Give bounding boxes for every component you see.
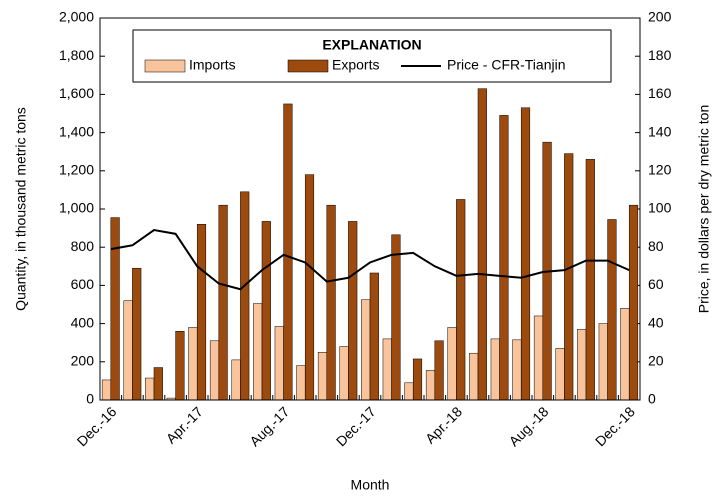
y2-tick-label: 140 [648, 123, 672, 139]
bar [240, 191, 250, 401]
bar [339, 346, 349, 401]
x-tick-label: Aug.-18 [506, 403, 552, 449]
y2-tick-label: 180 [648, 47, 672, 63]
bar [598, 323, 608, 401]
legend-label: Imports [189, 57, 236, 73]
x-tick-label: Aug.-17 [246, 403, 292, 449]
y-tick-label: 800 [71, 238, 95, 254]
bar [369, 272, 379, 401]
bar [425, 370, 436, 401]
x-axis-label: Month [351, 477, 390, 493]
bar [434, 340, 444, 401]
bar [533, 315, 544, 401]
bar [564, 153, 574, 401]
y2-tick-label: 60 [648, 276, 664, 292]
bar [490, 338, 500, 401]
bar [101, 379, 112, 401]
bar [153, 367, 163, 401]
legend-label: Exports [332, 57, 379, 73]
legend-box [132, 29, 612, 83]
bar [607, 219, 617, 401]
bar [274, 326, 284, 401]
bar [296, 365, 306, 401]
y2-tick-label: 80 [648, 238, 664, 254]
bar [577, 329, 587, 401]
bar [412, 358, 423, 401]
bar [132, 267, 142, 401]
bar [499, 115, 509, 401]
bar [304, 174, 315, 401]
x-tick-label: Dec.-16 [74, 403, 120, 449]
x-tick-label: Apr.-18 [422, 403, 465, 446]
bar [382, 338, 392, 401]
x-tick-label: Dec.-17 [333, 403, 379, 449]
y2-tick-label: 40 [648, 314, 664, 330]
y2-tick-label: 0 [648, 391, 656, 407]
bar [555, 348, 565, 401]
bar [283, 103, 293, 401]
bar [317, 352, 328, 401]
bar [175, 330, 185, 401]
y-tick-label: 1,600 [59, 85, 94, 101]
y2-tick-label: 200 [648, 9, 672, 25]
bar [477, 88, 487, 401]
bar [404, 382, 414, 401]
y2-tick-label: 120 [648, 162, 672, 178]
bar [209, 340, 220, 401]
x-tick-label: Apr.-17 [163, 403, 206, 446]
bar [123, 300, 133, 401]
y-tick-label: 1,200 [59, 162, 94, 178]
plot-frame [99, 17, 641, 401]
bar [628, 204, 639, 401]
bar [218, 204, 228, 401]
y2-tick-label: 100 [648, 200, 672, 216]
y-tick-label: 600 [71, 276, 95, 292]
bar [196, 224, 207, 401]
bar [145, 377, 155, 401]
bar [261, 221, 271, 401]
y2-tick-label: 20 [648, 353, 664, 369]
legend-label: Price - CFR-Tianjin [447, 57, 566, 73]
bar [253, 303, 263, 401]
bar [348, 221, 358, 401]
bar [447, 327, 457, 401]
y2-axis-label: Price, in dollars per dry metric ton [696, 105, 712, 314]
bar [585, 159, 595, 401]
bar [391, 234, 401, 401]
x-tick-label: Dec.-18 [592, 403, 638, 449]
bar [188, 327, 198, 401]
legend-swatch [144, 59, 186, 73]
bar [520, 107, 531, 401]
bar [456, 199, 466, 401]
price-line [110, 228, 630, 291]
bar [326, 204, 336, 401]
bar [231, 359, 241, 401]
bar [110, 217, 120, 401]
bar [469, 352, 479, 401]
y2-tick-label: 160 [648, 85, 672, 101]
legend-swatch [287, 59, 329, 73]
y-tick-label: 1,800 [59, 47, 94, 63]
bar [620, 308, 630, 401]
y-tick-label: 400 [71, 314, 95, 330]
y-tick-label: 0 [86, 391, 94, 407]
y-tick-label: 2,000 [59, 9, 94, 25]
bar [512, 339, 522, 401]
legend-title: EXPLANATION [322, 37, 421, 53]
y-tick-label: 1,000 [59, 200, 94, 216]
y-axis-label: Quantity, in thousand metric tons [13, 107, 29, 311]
bar [361, 299, 371, 401]
y-tick-label: 200 [71, 353, 95, 369]
y-tick-label: 1,400 [59, 123, 94, 139]
